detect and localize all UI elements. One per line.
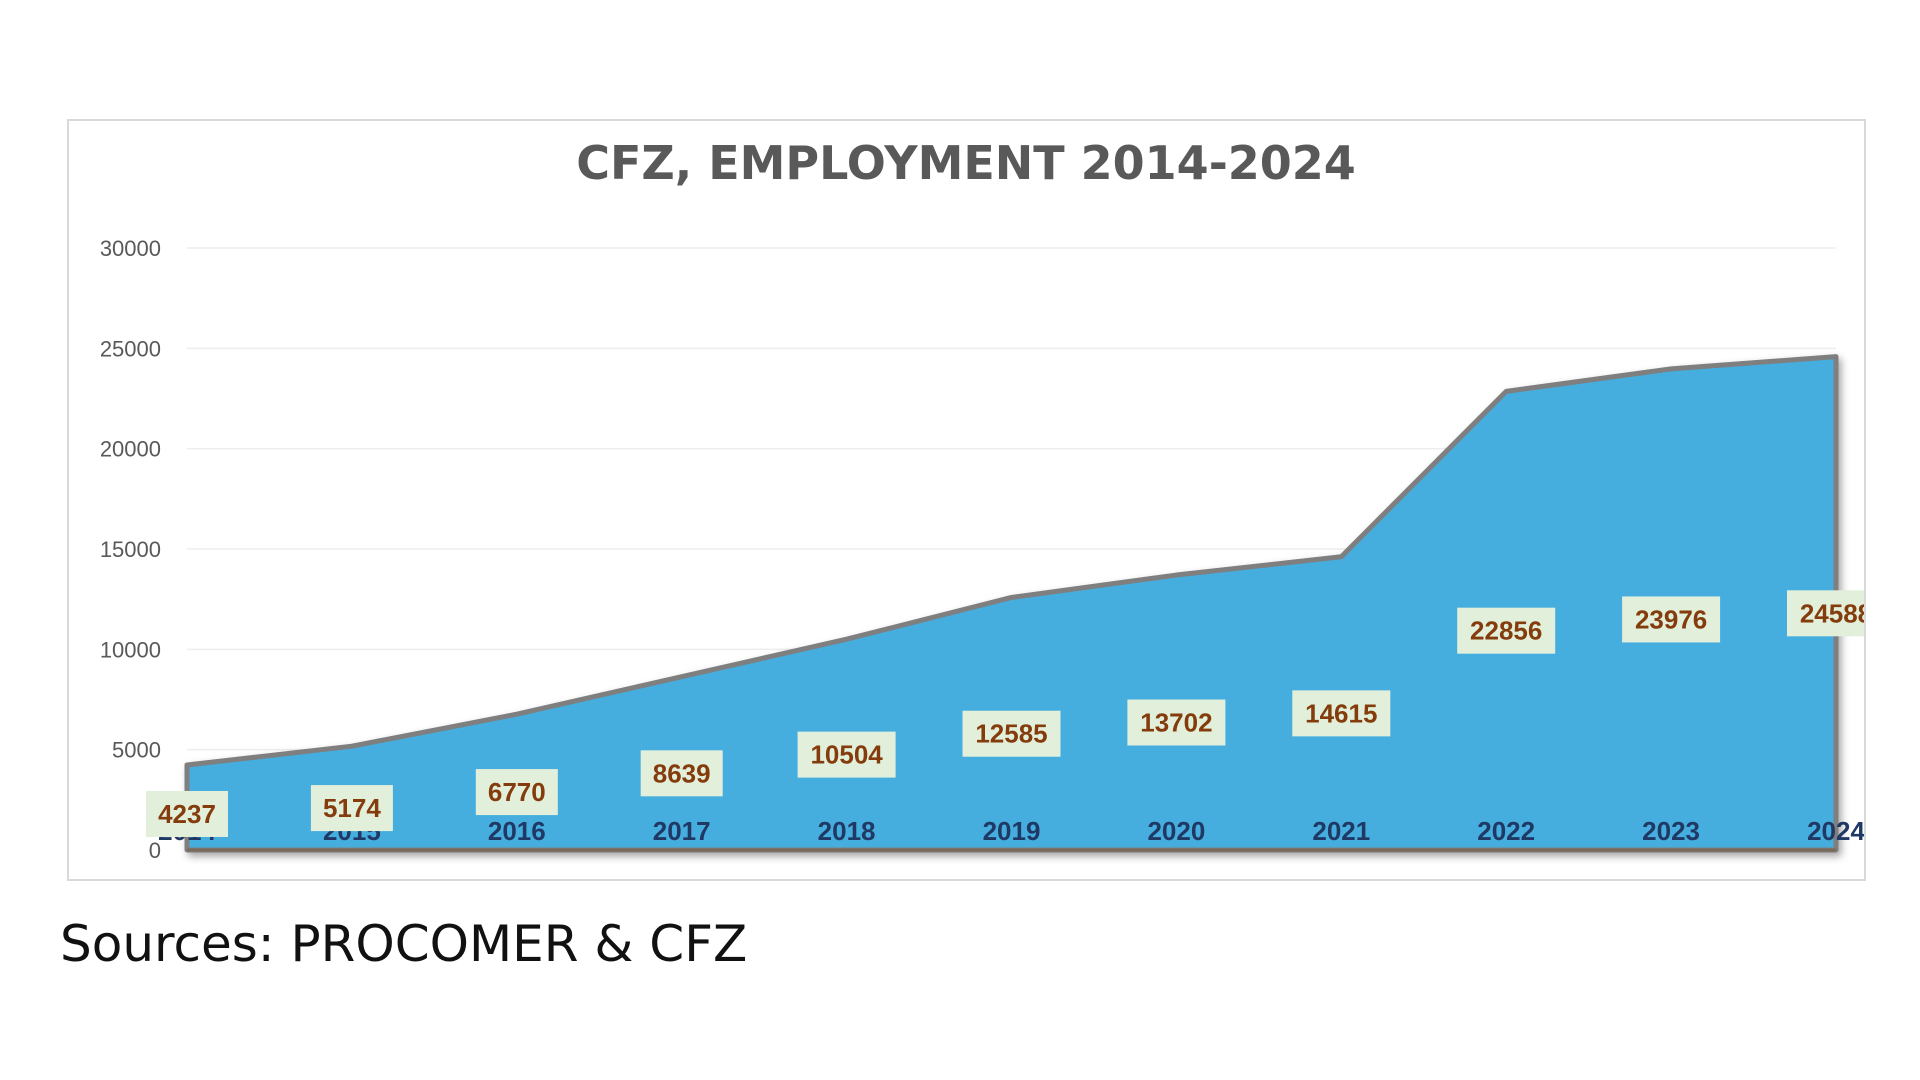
data-label-text: 8639 bbox=[653, 758, 711, 788]
data-label-text: 22856 bbox=[1470, 616, 1542, 646]
data-label: 24588 bbox=[1787, 590, 1864, 637]
data-label-box bbox=[797, 731, 896, 778]
y-tick-label: 25000 bbox=[100, 336, 161, 361]
x-tick-label: 2019 bbox=[983, 816, 1041, 846]
y-tick-label: 15000 bbox=[100, 537, 161, 562]
data-label: 23976 bbox=[1622, 596, 1721, 643]
data-label-box bbox=[640, 750, 723, 797]
x-tick-label: 2020 bbox=[1147, 816, 1205, 846]
data-label: 12585 bbox=[962, 710, 1061, 757]
data-label: 8639 bbox=[640, 750, 723, 797]
data-label-text: 6770 bbox=[488, 777, 546, 807]
data-label-text: 5174 bbox=[323, 793, 381, 823]
source-note: Sources: PROCOMER & CFZ bbox=[60, 915, 748, 973]
x-tick-label: 2024 bbox=[1807, 816, 1864, 846]
data-label-text: 4237 bbox=[158, 799, 216, 829]
x-tick-label: 2023 bbox=[1642, 816, 1700, 846]
data-label-box bbox=[1292, 690, 1391, 737]
data-label-box bbox=[1622, 596, 1721, 643]
data-label-text: 12585 bbox=[975, 719, 1047, 749]
chart-frame: CFZ, EMPLOYMENT 2014-2024 0 5000 10000 15000… bbox=[67, 119, 1866, 881]
data-label-text: 10504 bbox=[810, 740, 883, 770]
x-tick-label: 2022 bbox=[1477, 816, 1535, 846]
y-tick-label: 0 bbox=[149, 838, 161, 863]
data-label-box bbox=[962, 710, 1061, 757]
data-label-text: 24588 bbox=[1800, 598, 1864, 628]
data-label: 22856 bbox=[1457, 607, 1556, 654]
data-label: 14615 bbox=[1292, 690, 1391, 737]
data-label-box bbox=[146, 790, 228, 837]
x-tick-label: 2018 bbox=[818, 816, 876, 846]
data-label-text: 23976 bbox=[1635, 604, 1707, 634]
area-chart: CFZ, EMPLOYMENT 2014-2024 0 5000 10000 15000… bbox=[100, 136, 1864, 863]
y-tick-label: 20000 bbox=[100, 437, 161, 462]
y-tick-label: 30000 bbox=[100, 236, 161, 261]
data-label: 10504 bbox=[797, 731, 896, 778]
data-label-box bbox=[1457, 607, 1556, 654]
data-label: 4237 bbox=[146, 790, 228, 837]
y-tick-label: 5000 bbox=[112, 738, 161, 763]
y-tick-label: 10000 bbox=[100, 637, 161, 662]
area-series bbox=[184, 354, 1839, 853]
data-label-box bbox=[310, 785, 393, 832]
data-label: 13702 bbox=[1127, 699, 1226, 746]
x-tick-label: 2016 bbox=[488, 816, 546, 846]
data-label-text: 14615 bbox=[1305, 698, 1377, 728]
data-label-text: 13702 bbox=[1140, 708, 1212, 738]
chart-title: CFZ, EMPLOYMENT 2014-2024 bbox=[576, 136, 1356, 190]
x-tick-label: 2017 bbox=[653, 816, 711, 846]
data-label: 6770 bbox=[475, 769, 558, 816]
data-label-box bbox=[475, 769, 558, 816]
data-label-box bbox=[1127, 699, 1226, 746]
data-label-box bbox=[1787, 590, 1864, 637]
x-tick-label: 2021 bbox=[1312, 816, 1370, 846]
data-label: 5174 bbox=[310, 785, 393, 832]
